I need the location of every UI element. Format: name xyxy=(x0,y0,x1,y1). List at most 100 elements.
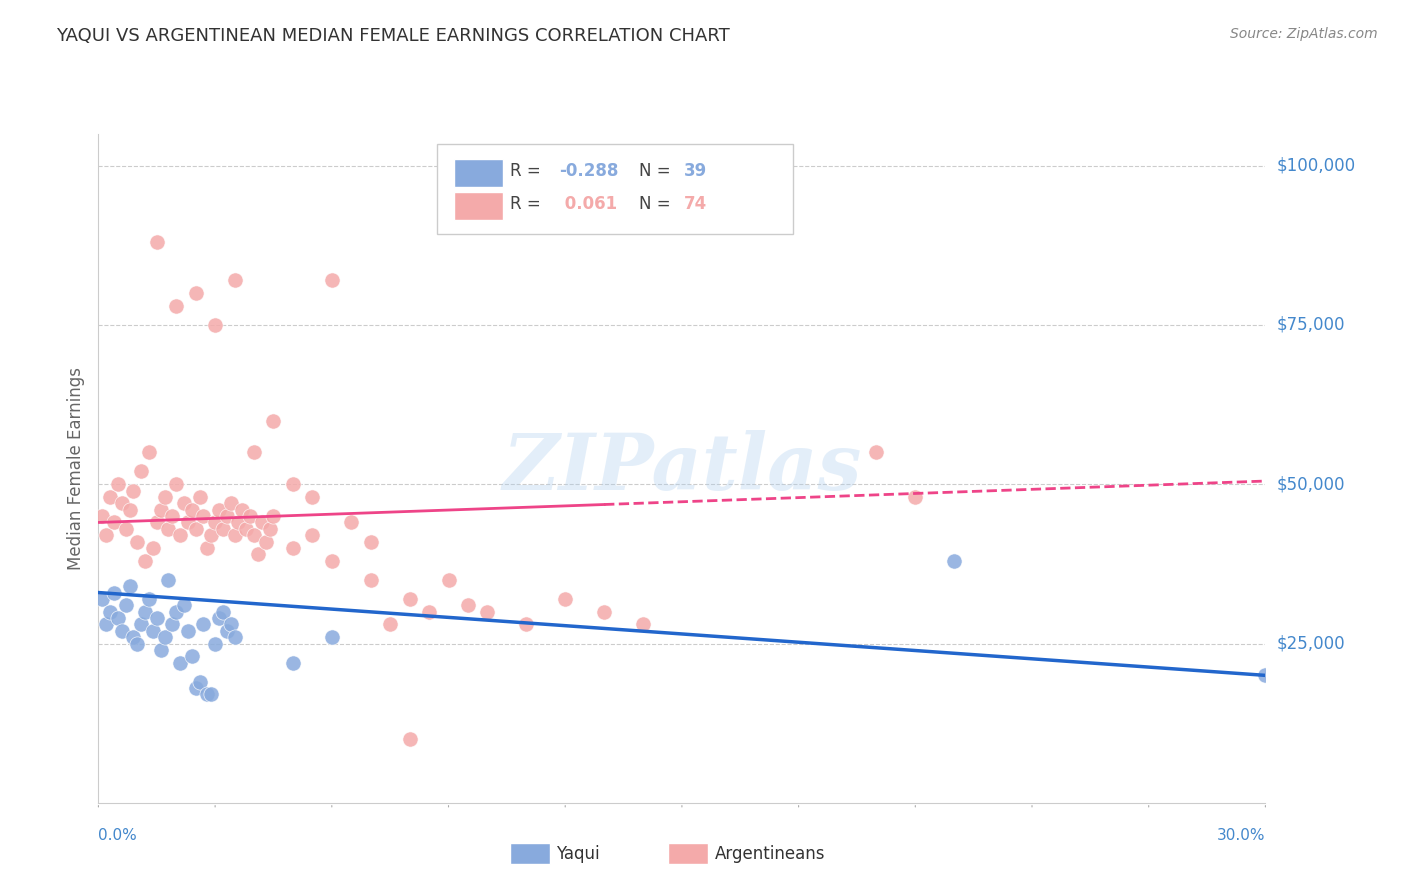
Point xyxy=(129,617,152,632)
Text: R =: R = xyxy=(510,195,547,213)
Point xyxy=(477,605,499,619)
Point xyxy=(321,554,343,568)
Point xyxy=(162,617,184,632)
Point xyxy=(149,643,172,657)
Point xyxy=(165,477,187,491)
Text: Source: ZipAtlas.com: Source: ZipAtlas.com xyxy=(1230,27,1378,41)
Point xyxy=(162,509,184,524)
Point xyxy=(235,522,257,536)
Point xyxy=(91,591,114,606)
Point xyxy=(103,585,125,599)
FancyBboxPatch shape xyxy=(437,144,793,235)
Point xyxy=(153,490,176,504)
Point xyxy=(149,502,172,516)
Point xyxy=(418,605,440,619)
Point xyxy=(865,445,887,459)
Point xyxy=(91,509,114,524)
Point xyxy=(177,516,200,530)
FancyBboxPatch shape xyxy=(510,843,550,864)
Point xyxy=(96,528,118,542)
Text: R =: R = xyxy=(510,161,547,179)
Point xyxy=(204,636,226,650)
Point xyxy=(1254,668,1277,682)
Point xyxy=(177,624,200,638)
Point xyxy=(127,534,149,549)
Point xyxy=(250,516,273,530)
Point xyxy=(111,624,134,638)
Text: ZIPatlas: ZIPatlas xyxy=(502,430,862,507)
Text: Argentineans: Argentineans xyxy=(714,845,825,863)
Point xyxy=(146,516,169,530)
Point xyxy=(142,541,165,555)
Point xyxy=(224,528,246,542)
Point xyxy=(188,490,211,504)
Point xyxy=(103,516,125,530)
Point xyxy=(554,591,576,606)
Point xyxy=(301,528,323,542)
Point xyxy=(118,579,141,593)
Point xyxy=(138,591,160,606)
Point xyxy=(165,605,187,619)
Point xyxy=(631,617,654,632)
Text: 0.061: 0.061 xyxy=(560,195,617,213)
Point xyxy=(180,649,202,664)
Text: 30.0%: 30.0% xyxy=(1218,828,1265,843)
Point xyxy=(208,502,231,516)
Point xyxy=(593,605,616,619)
Point xyxy=(193,617,215,632)
Point xyxy=(943,554,966,568)
Text: $25,000: $25,000 xyxy=(1277,634,1346,653)
Point xyxy=(228,516,250,530)
Point xyxy=(146,611,169,625)
Point xyxy=(212,605,235,619)
Point xyxy=(246,547,269,561)
FancyBboxPatch shape xyxy=(668,843,707,864)
FancyBboxPatch shape xyxy=(454,159,503,186)
Point xyxy=(98,490,121,504)
Point xyxy=(127,636,149,650)
Point xyxy=(224,273,246,287)
Text: -0.288: -0.288 xyxy=(560,161,619,179)
Text: $75,000: $75,000 xyxy=(1277,316,1346,334)
Point xyxy=(231,502,253,516)
Point xyxy=(157,573,180,587)
Point xyxy=(153,630,176,644)
Point xyxy=(184,522,207,536)
Point xyxy=(360,534,382,549)
Point xyxy=(107,611,129,625)
Point xyxy=(129,465,152,479)
Point xyxy=(122,483,145,498)
Point xyxy=(107,477,129,491)
Point xyxy=(114,522,136,536)
Point xyxy=(134,554,156,568)
Text: 39: 39 xyxy=(685,161,707,179)
Point xyxy=(243,528,266,542)
Point xyxy=(118,502,141,516)
Point xyxy=(262,509,284,524)
Point xyxy=(204,318,226,332)
Text: 0.0%: 0.0% xyxy=(98,828,138,843)
Point xyxy=(184,681,207,695)
Point xyxy=(219,496,242,510)
Text: 74: 74 xyxy=(685,195,707,213)
Point xyxy=(259,522,281,536)
Point xyxy=(165,299,187,313)
Text: Yaqui: Yaqui xyxy=(555,845,599,863)
Point xyxy=(904,490,927,504)
Point xyxy=(262,413,284,427)
Point xyxy=(281,656,304,670)
Point xyxy=(515,617,537,632)
Point xyxy=(281,477,304,491)
Point xyxy=(180,502,202,516)
Point xyxy=(157,522,180,536)
Point xyxy=(360,573,382,587)
Point xyxy=(321,630,343,644)
Point xyxy=(114,599,136,613)
Point xyxy=(169,656,191,670)
Point xyxy=(215,624,238,638)
Text: N =: N = xyxy=(638,195,676,213)
FancyBboxPatch shape xyxy=(454,192,503,220)
Point xyxy=(224,630,246,644)
Point xyxy=(239,509,262,524)
Text: YAQUI VS ARGENTINEAN MEDIAN FEMALE EARNINGS CORRELATION CHART: YAQUI VS ARGENTINEAN MEDIAN FEMALE EARNI… xyxy=(56,27,730,45)
